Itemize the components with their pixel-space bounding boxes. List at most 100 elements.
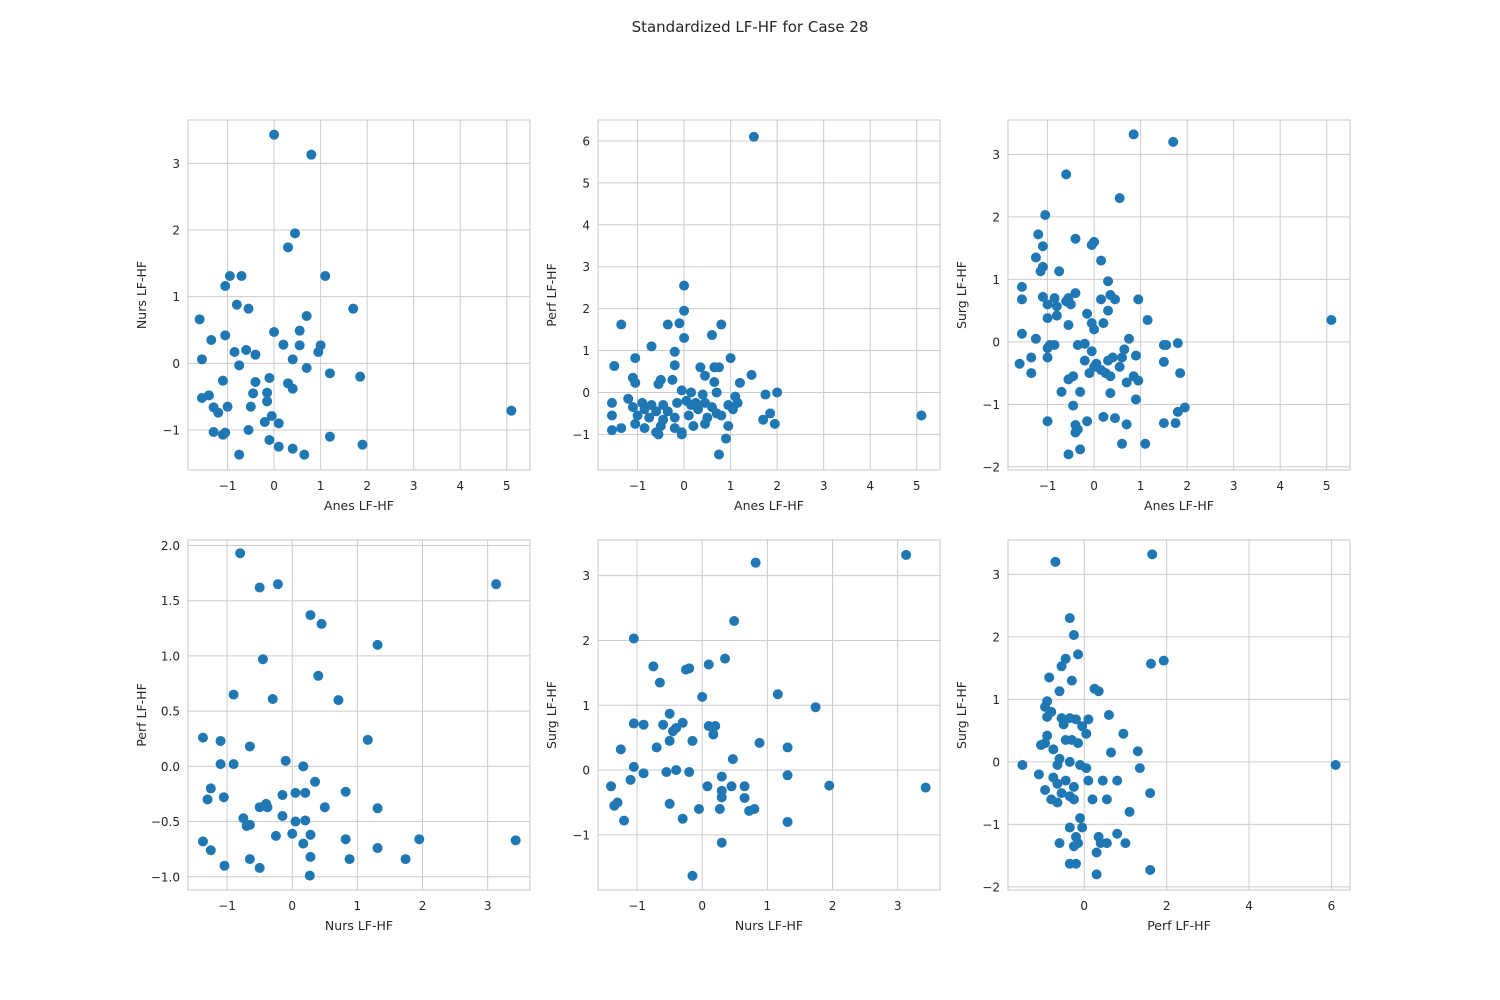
data-point — [1142, 315, 1153, 325]
data-point — [264, 373, 275, 383]
data-point — [628, 761, 639, 772]
data-point — [1068, 400, 1079, 411]
x-tick-label: 4 — [1245, 899, 1253, 913]
y-tick-label: −1 — [982, 818, 1000, 832]
data-point — [241, 345, 252, 355]
x-tick-label: 0 — [698, 899, 706, 913]
data-point — [1098, 318, 1109, 329]
data-point — [1330, 760, 1341, 770]
data-point — [1096, 294, 1107, 305]
data-point — [687, 870, 698, 881]
data-point — [287, 443, 298, 454]
data-point — [630, 377, 641, 388]
data-point — [686, 387, 697, 398]
data-point — [716, 771, 727, 782]
data-point — [1063, 449, 1074, 460]
data-point — [262, 802, 273, 813]
data-point — [287, 383, 298, 394]
data-point — [244, 741, 255, 752]
data-point — [306, 149, 317, 160]
data-point — [1068, 630, 1079, 640]
data-point — [229, 347, 240, 357]
y-tick-label: −1 — [982, 398, 1000, 412]
data-point — [1124, 806, 1135, 817]
x-axis-label: Anes LF-HF — [734, 498, 804, 513]
data-point — [510, 835, 521, 846]
y-tick-label: 2.0 — [161, 539, 180, 553]
data-point — [244, 819, 255, 830]
data-point — [194, 314, 205, 325]
data-point — [1042, 711, 1053, 722]
data-point — [1119, 344, 1130, 355]
x-tick-label: 2 — [419, 899, 427, 913]
data-point — [213, 407, 224, 418]
data-point — [667, 726, 678, 737]
data-point — [243, 303, 254, 314]
data-point — [703, 659, 714, 670]
data-point — [273, 441, 284, 452]
y-axis-label: Nurs LF-HF — [134, 261, 149, 329]
data-point — [758, 414, 769, 425]
data-point — [708, 729, 719, 740]
x-tick-label: 2 — [1163, 899, 1171, 913]
data-point — [228, 689, 239, 700]
data-point — [679, 305, 690, 316]
data-point — [648, 661, 659, 672]
data-point — [1107, 352, 1118, 363]
data-point — [667, 374, 678, 385]
data-point — [679, 280, 690, 291]
data-point — [1101, 794, 1112, 805]
data-point — [1060, 653, 1071, 664]
data-point — [1050, 556, 1061, 567]
scatter-subplot: −1 0 1 2 3 4 5 −2 −1 0 1 2 3 Anes LF-HF Surg LF-HF — [954, 119, 1351, 513]
data-point — [208, 427, 219, 437]
data-point — [616, 423, 627, 434]
y-tick-label: −1 — [572, 828, 590, 842]
data-point — [654, 677, 665, 688]
data-point — [1040, 210, 1051, 220]
y-tick-label: 5 — [582, 176, 590, 190]
data-point — [355, 371, 366, 382]
x-tick-label: 3 — [484, 899, 492, 913]
y-tick-label: 3 — [582, 260, 590, 274]
data-point — [267, 693, 278, 704]
x-tick-label: 3 — [894, 899, 902, 913]
data-point — [710, 721, 721, 732]
data-point — [1096, 255, 1107, 266]
data-point — [319, 802, 330, 813]
data-point — [344, 854, 355, 865]
data-point — [299, 449, 310, 460]
data-point — [1017, 760, 1028, 770]
data-point — [218, 792, 229, 803]
data-point — [683, 410, 694, 421]
data-point — [245, 401, 256, 412]
y-axis-label: Surg LF-HF — [954, 681, 969, 749]
data-point — [257, 654, 268, 665]
data-point — [1114, 193, 1125, 204]
data-point — [1075, 386, 1086, 397]
data-point — [619, 815, 630, 826]
data-point — [1042, 343, 1053, 354]
data-point — [235, 548, 246, 559]
data-point — [340, 834, 351, 845]
data-point — [220, 330, 231, 341]
y-tick-label: 1.5 — [161, 594, 180, 608]
data-point — [491, 579, 502, 590]
x-tick-label: 1 — [317, 479, 325, 493]
y-tick-label: 3 — [582, 569, 590, 583]
y-axis-label: Perf LF-HF — [544, 263, 559, 327]
data-point — [1121, 377, 1132, 388]
data-point — [1037, 241, 1048, 252]
data-point — [627, 402, 638, 413]
data-point — [782, 816, 793, 827]
data-point — [1077, 822, 1088, 833]
data-point — [632, 410, 643, 421]
data-point — [1068, 781, 1079, 792]
data-point — [1161, 340, 1172, 350]
data-point — [709, 376, 720, 387]
x-tick-label: 0 — [288, 899, 296, 913]
data-point — [305, 829, 316, 840]
x-tick-label: 4 — [456, 479, 464, 493]
data-point — [1091, 847, 1102, 858]
data-point — [664, 798, 675, 809]
